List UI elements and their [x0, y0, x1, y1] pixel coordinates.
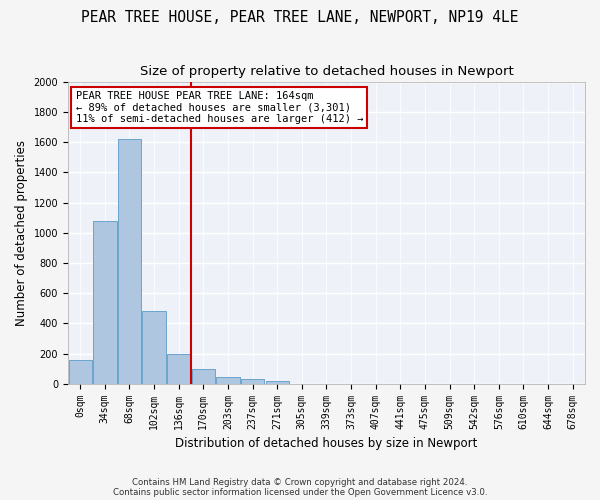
- Text: PEAR TREE HOUSE PEAR TREE LANE: 164sqm
← 89% of detached houses are smaller (3,3: PEAR TREE HOUSE PEAR TREE LANE: 164sqm ←…: [76, 91, 363, 124]
- Bar: [167, 354, 190, 384]
- Bar: [241, 379, 264, 384]
- X-axis label: Distribution of detached houses by size in Newport: Distribution of detached houses by size …: [175, 437, 478, 450]
- Text: Contains HM Land Registry data © Crown copyright and database right 2024.
Contai: Contains HM Land Registry data © Crown c…: [113, 478, 487, 497]
- Bar: [142, 312, 166, 384]
- Bar: [191, 368, 215, 384]
- Bar: [216, 377, 239, 384]
- Bar: [266, 380, 289, 384]
- Title: Size of property relative to detached houses in Newport: Size of property relative to detached ho…: [140, 65, 514, 78]
- Bar: [118, 140, 141, 384]
- Y-axis label: Number of detached properties: Number of detached properties: [15, 140, 28, 326]
- Bar: [68, 360, 92, 384]
- Text: PEAR TREE HOUSE, PEAR TREE LANE, NEWPORT, NP19 4LE: PEAR TREE HOUSE, PEAR TREE LANE, NEWPORT…: [81, 10, 519, 25]
- Bar: [93, 220, 116, 384]
